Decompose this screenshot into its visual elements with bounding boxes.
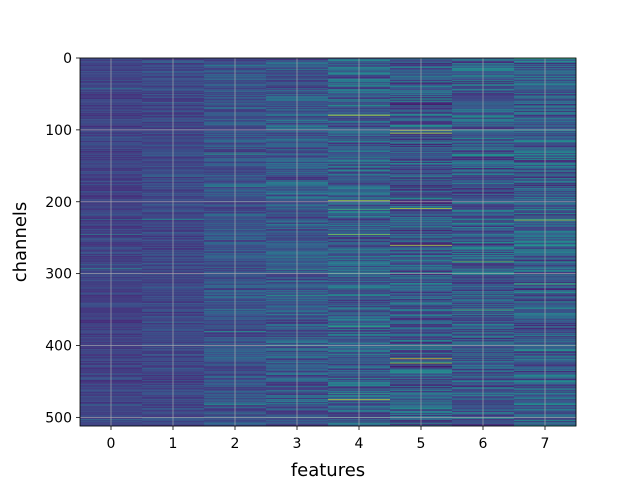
grid-lines	[80, 57, 576, 426]
y-tick-label: 300	[45, 267, 72, 283]
x-tick-label: 2	[231, 436, 240, 452]
y-tick-label: 0	[63, 51, 72, 67]
plot-frame	[79, 57, 577, 427]
y-tick-label: 200	[45, 195, 72, 211]
x-tick-label: 1	[169, 436, 178, 452]
x-tick-label: 5	[417, 436, 426, 452]
y-tick-label: 400	[45, 339, 72, 355]
x-tick-label: 0	[107, 436, 116, 452]
x-axis-ticks: 0 1 2 3 4 5 6 7	[107, 426, 550, 452]
x-axis-label: features	[291, 460, 365, 480]
x-tick-label: 3	[293, 436, 302, 452]
y-axis-label: channels	[10, 202, 31, 283]
x-tick-label: 4	[355, 436, 364, 452]
heatmap-cells	[80, 58, 577, 427]
y-tick-label: 100	[45, 123, 72, 139]
x-tick-label: 7	[541, 436, 550, 452]
x-tick-label: 6	[479, 436, 488, 452]
y-axis-ticks: 0 100 200 300 400 500	[45, 51, 80, 426]
y-tick-label: 500	[45, 410, 72, 426]
